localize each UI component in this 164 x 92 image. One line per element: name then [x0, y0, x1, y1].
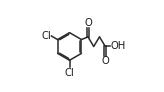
Text: O: O: [84, 18, 92, 28]
Text: OH: OH: [111, 41, 126, 51]
Text: Cl: Cl: [65, 68, 74, 78]
Text: Cl: Cl: [41, 31, 51, 41]
Text: O: O: [101, 56, 109, 66]
